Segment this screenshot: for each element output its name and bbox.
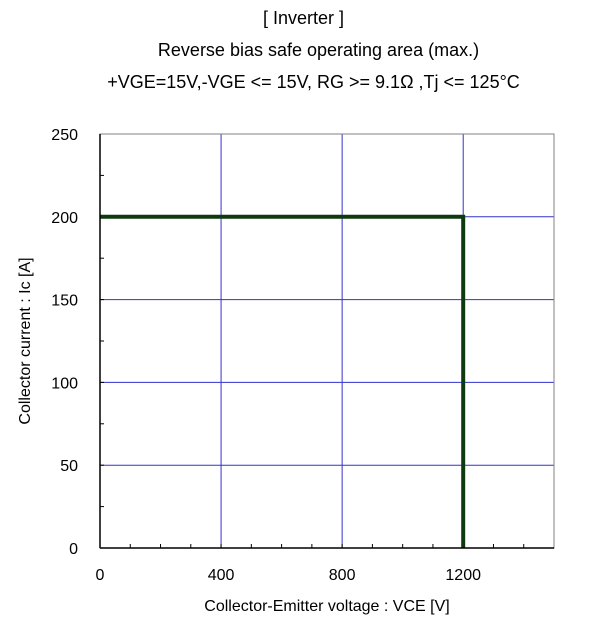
plot-frame [99, 133, 555, 549]
tick-labels: 0 400 800 1200 0 50 100 150 200 250 [51, 127, 481, 584]
grid [100, 134, 554, 548]
chart-title: [ Inverter ] [262, 8, 345, 28]
y-tick-label: 250 [51, 127, 78, 144]
plot-border [99, 133, 555, 549]
x-tick-label: 0 [96, 567, 105, 584]
y-tick-label: 200 [51, 210, 78, 227]
chart-subtitle: Reverse bias safe operating area (max.) [157, 40, 480, 60]
x-axis-label: Collector-Emitter voltage : VCE [V] [204, 598, 449, 615]
y-tick-label: 150 [51, 293, 78, 310]
chart-conditions: +VGE=15V,-VGE <= 15V, RG >= 9.1Ω ,Tj <= … [107, 72, 520, 92]
y-axis-label: Collector current : Ic [A] [17, 257, 34, 424]
series-layer [100, 214, 466, 548]
minor-ticks [100, 174, 525, 548]
rbsoa-curve [100, 214, 466, 548]
x-tick-label: 1200 [445, 567, 481, 584]
y-tick-label: 50 [60, 458, 78, 475]
y-tick-label: 100 [51, 375, 78, 392]
x-tick-label: 800 [329, 567, 356, 584]
y-tick-label: 0 [69, 541, 78, 558]
x-tick-label: 400 [208, 567, 235, 584]
